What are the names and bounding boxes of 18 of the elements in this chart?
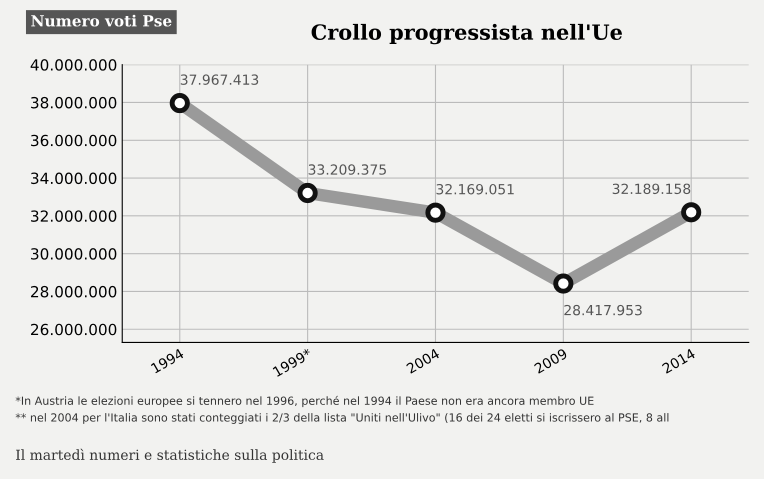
data-label: 37.967.413 [180,74,258,85]
chart-title: Crollo progressista nell'Ue [312,24,622,44]
y-tick-label: 38.000.000 [31,96,116,108]
y-tick-label: 26.000.000 [31,324,116,336]
y-tick-label: 40.000.000 [30,59,116,71]
y-tick-label: 30.000.000 [31,248,116,260]
data-label: 33.209.375 [308,164,386,175]
text: Il martedì numeri e statistiche sulla politica [16,448,324,463]
data-label: 32.169.051 [436,184,514,194]
data-label: 28.417.953 [564,304,642,316]
text: *In Austria le elezioni europee si tennero nel 1996, perché nel 1994 il Paese non era ancora membro UE [16,396,594,408]
y-tick-label: 34.000.000 [31,172,116,184]
y-tick-label: 36.000.000 [31,134,116,146]
y-axis-title: Numero voti Pse [31,14,172,27]
text: ** nel 2004 per l'Italia sono stati conteggiati i 2/3 della lista "Uniti nell'Ulivo" (16 dei 24 eletti si iscrissero al PSE, 8 all [16,413,668,424]
data-label: 32.189.158 [612,184,690,194]
y-tick-label: 32.000.000 [31,210,116,222]
y-tick-label: 28.000.000 [31,286,116,298]
